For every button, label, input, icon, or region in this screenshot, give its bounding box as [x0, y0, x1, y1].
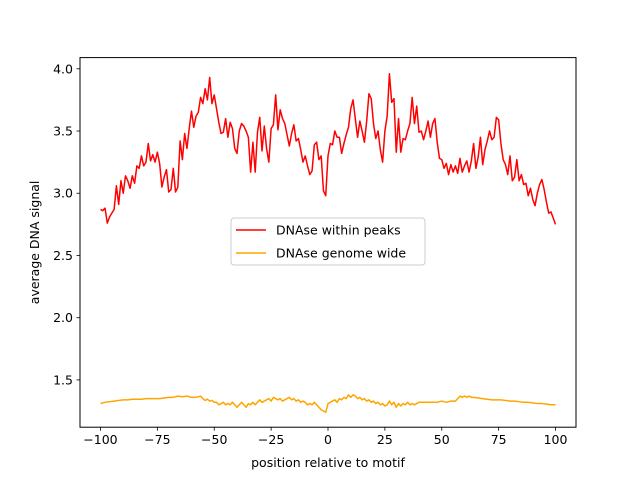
legend: DNAse within peaks DNAse genome wide [230, 217, 426, 266]
y-tick-label: 2.5 [53, 248, 73, 263]
legend-label-genome-wide: DNAse genome wide [276, 246, 406, 261]
x-tick-label: −50 [201, 432, 227, 447]
x-axis-label: position relative to motif [251, 455, 405, 470]
series-line-genome-wide [100, 394, 556, 414]
legend-label-peaks: DNAse within peaks [276, 223, 401, 238]
plot-lines [100, 73, 557, 414]
y-axis: 1.5 2.0 2.5 3.0 3.5 4.0 [53, 61, 80, 387]
x-tick-label: −75 [144, 432, 170, 447]
y-tick-label: 2.0 [53, 310, 73, 325]
x-tick-label: −25 [258, 432, 284, 447]
x-axis: −100 −75 −50 −25 0 25 50 75 100 [83, 427, 567, 447]
y-tick-label: 1.5 [53, 372, 73, 387]
y-axis-label: average DNA signal [27, 181, 42, 305]
y-tick-label: 3.5 [53, 124, 73, 139]
x-tick-label: −100 [83, 432, 117, 447]
x-tick-label: 50 [434, 432, 450, 447]
y-tick-label: 4.0 [53, 61, 73, 76]
x-tick-label: 0 [324, 432, 332, 447]
series-line-peaks [100, 73, 557, 225]
x-tick-label: 100 [544, 432, 568, 447]
y-tick-label: 3.0 [53, 186, 73, 201]
x-tick-label: 25 [377, 432, 393, 447]
x-tick-label: 75 [491, 432, 507, 447]
legend-frame [230, 217, 426, 266]
